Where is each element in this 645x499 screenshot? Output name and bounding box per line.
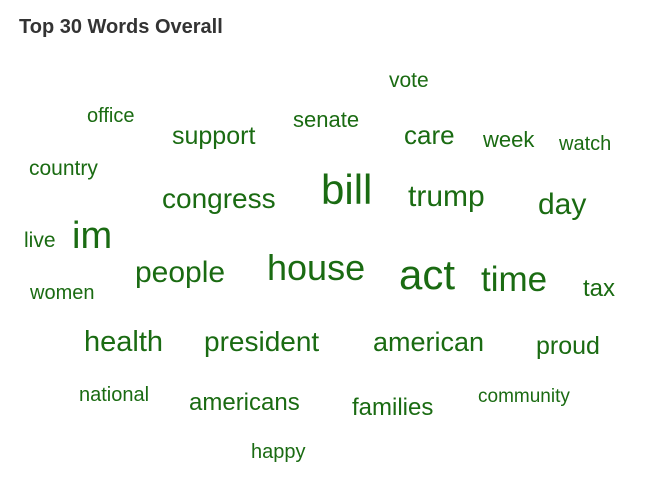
word-community: community	[478, 386, 570, 407]
word-president: president	[204, 326, 319, 357]
word-americans: americans	[189, 389, 300, 416]
word-happy: happy	[251, 441, 306, 463]
word-vote: vote	[389, 69, 429, 92]
word-national: national	[79, 384, 149, 406]
word-tax: tax	[583, 275, 615, 302]
chart-title: Top 30 Words Overall	[19, 16, 223, 38]
word-bill: bill	[321, 166, 372, 213]
word-people: people	[135, 256, 225, 289]
word-act: act	[399, 251, 455, 298]
word-time: time	[481, 260, 547, 299]
word-im: im	[72, 215, 112, 257]
word-families: families	[352, 394, 433, 421]
word-house: house	[267, 247, 365, 288]
word-support: support	[172, 122, 255, 150]
word-american: american	[373, 327, 484, 357]
word-watch: watch	[558, 133, 611, 155]
word-care: care	[404, 120, 455, 150]
word-live: live	[24, 229, 56, 252]
word-week: week	[482, 127, 535, 152]
word-office: office	[87, 105, 134, 127]
word-day: day	[538, 188, 586, 221]
word-senate: senate	[293, 107, 359, 132]
word-health: health	[84, 326, 163, 358]
word-trump: trump	[408, 180, 485, 213]
word-country: country	[29, 157, 98, 180]
word-congress: congress	[162, 183, 276, 214]
word-women: women	[29, 282, 94, 304]
word-proud: proud	[536, 332, 600, 360]
